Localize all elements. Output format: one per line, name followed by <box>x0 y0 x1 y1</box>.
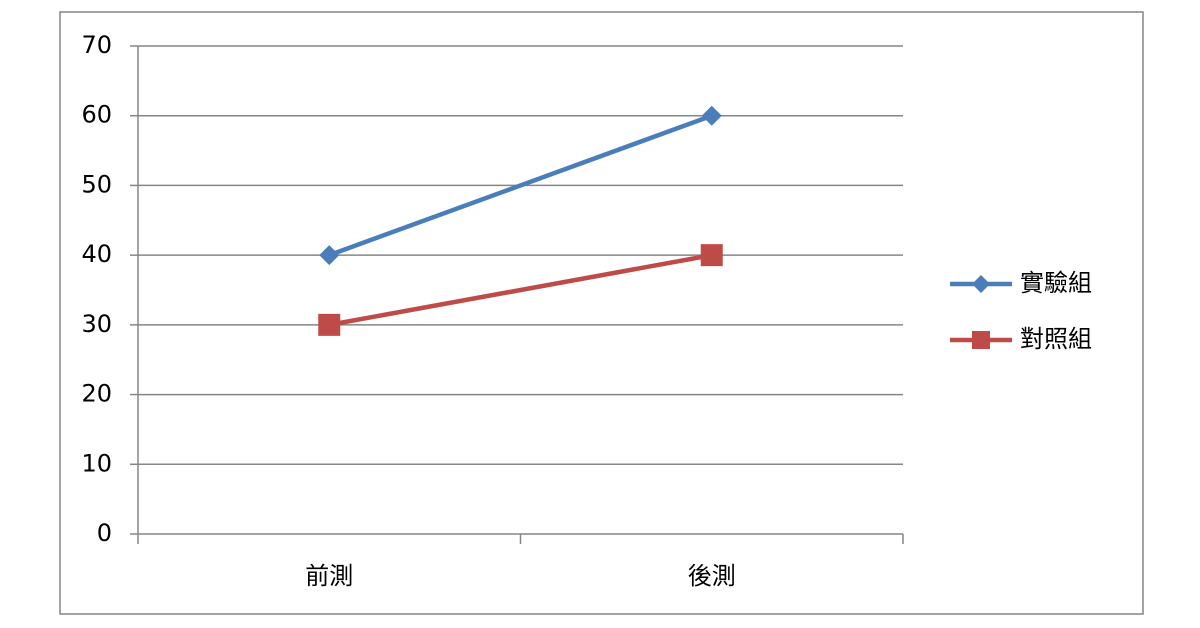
y-tick-label: 10 <box>81 449 112 477</box>
legend-label: 實驗組 <box>1020 269 1092 297</box>
y-tick-label: 50 <box>81 170 112 198</box>
x-tick-label: 前測 <box>305 562 353 590</box>
x-tick-label: 後測 <box>688 562 736 590</box>
series-line <box>328 113 713 258</box>
legend-label: 對照組 <box>1020 325 1092 353</box>
legend-marker <box>972 331 990 349</box>
chart-border <box>59 11 1144 615</box>
y-tick-label: 20 <box>81 380 112 408</box>
y-tick-label: 60 <box>81 101 112 129</box>
legend-marker <box>972 275 990 293</box>
data-point <box>319 245 340 266</box>
y-tick-label: 40 <box>81 240 112 268</box>
data-point <box>700 244 723 267</box>
series-line <box>328 252 713 328</box>
y-tick-label: 70 <box>81 31 112 59</box>
data-point <box>318 313 341 336</box>
y-tick-label: 30 <box>81 310 112 338</box>
y-tick-label: 0 <box>97 519 112 547</box>
data-point <box>701 105 722 126</box>
